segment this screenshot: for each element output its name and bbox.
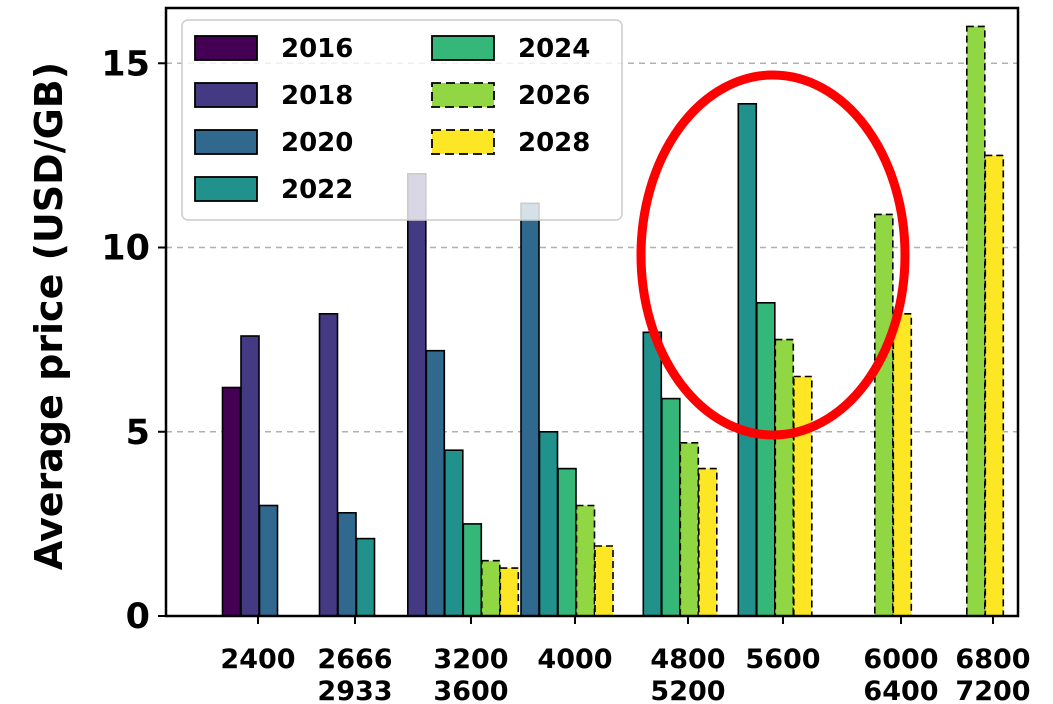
y-axis-label: Average price (USD/GB) [27, 62, 71, 570]
bars [221, 25, 1005, 617]
legend-swatch-2024 [431, 35, 495, 61]
bar-2026-4000 [575, 504, 596, 617]
legend-swatch-2022 [194, 176, 258, 202]
xtick-label-4000: 4000 [537, 644, 612, 675]
xtick-label-2400: 2400 [220, 644, 295, 675]
bar-2022-3200 [443, 449, 464, 617]
y-axis-ticks: 0 5 10 15 [101, 44, 166, 637]
bar-2024-5600 [755, 301, 776, 617]
bar-2020-2666 [337, 511, 357, 617]
bar-2020-4000 [520, 202, 540, 617]
bar-2022-4000 [538, 430, 559, 617]
xtick-label-3600: 3600 [433, 676, 508, 704]
ytick-label-5: 5 [126, 413, 150, 453]
legend-label-2018: 2018 [281, 81, 353, 111]
bar-2018-2666 [318, 312, 339, 617]
legend-label-2024: 2024 [518, 34, 590, 64]
ytick-label-10: 10 [101, 229, 150, 269]
xtick-label-2666: 2666 [317, 644, 392, 675]
legend-box [181, 19, 623, 221]
bar-2022-4800 [642, 331, 663, 617]
bar-2026-6800 [965, 25, 986, 617]
legend-label-2028: 2028 [518, 128, 590, 158]
bar-2028-6000 [892, 312, 913, 617]
xtick-label-7200: 7200 [955, 676, 1030, 704]
legend-swatch-2016 [194, 35, 258, 61]
bar-2028-6800 [984, 154, 1005, 617]
bar-2028-3200 [499, 567, 520, 617]
legend-label-2020: 2020 [281, 128, 353, 158]
ytick-label-0: 0 [126, 597, 150, 637]
xtick-label-5600: 5600 [745, 644, 820, 675]
legend-swatch-2020 [194, 129, 258, 155]
bar-2026-4800 [679, 441, 700, 617]
bar-2016-2400 [221, 386, 242, 617]
legend-swatch-2018 [194, 82, 258, 108]
xtick-label-4800: 4800 [650, 644, 725, 675]
bar-2018-2400 [240, 335, 260, 617]
bar-2026-3200 [480, 559, 501, 617]
xtick-label-6000: 6000 [863, 644, 938, 675]
bar-2018-3200 [406, 173, 427, 617]
xtick-label-6400: 6400 [863, 676, 938, 704]
bar-2020-3200 [425, 349, 446, 617]
bar-2026-6000 [873, 213, 894, 617]
legend-swatch-2028 [431, 129, 495, 155]
bar-2026-5600 [774, 338, 795, 617]
legend-label-2016: 2016 [281, 34, 353, 64]
xtick-label-6800: 6800 [955, 644, 1030, 675]
legend-label-2022: 2022 [281, 175, 353, 205]
bar-2022-5600 [737, 103, 758, 617]
xtick-label-5200: 5200 [650, 676, 725, 704]
ytick-label-15: 15 [101, 44, 150, 84]
bar-2022-2666 [355, 537, 376, 617]
legend-swatch-2026 [431, 82, 495, 108]
xtick-label-2933: 2933 [317, 676, 392, 704]
bar-2024-4000 [557, 467, 577, 617]
bar-2028-4800 [697, 467, 718, 617]
legend: 2016 2018 2020 2022 2024 2026 2028 [181, 19, 623, 221]
xtick-label-3200: 3200 [433, 644, 508, 675]
bar-2024-3200 [462, 523, 483, 617]
bar-2024-4800 [660, 397, 681, 617]
highlight-circle [636, 70, 910, 440]
bar-2028-5600 [792, 375, 813, 617]
plot-frame [164, 6, 1020, 618]
bar-2028-4000 [594, 545, 614, 617]
legend-label-2026: 2026 [518, 81, 590, 111]
bar-2020-2400 [258, 504, 279, 617]
